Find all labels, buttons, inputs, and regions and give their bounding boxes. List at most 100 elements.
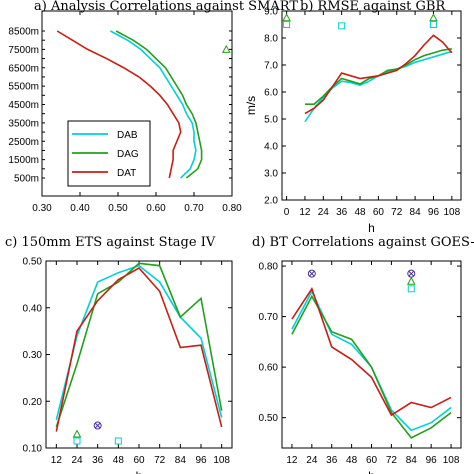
- marker-square: [338, 22, 346, 30]
- panel-a: a) Analysis Correlations against SMART 0.…: [8, 0, 298, 214]
- marker-circle-x: [93, 421, 102, 430]
- y-tick-label: 0.10: [23, 444, 43, 455]
- x-tick-label: 108: [443, 455, 460, 466]
- y-tick-label: 3.0: [264, 169, 278, 180]
- marker-square: [73, 437, 81, 445]
- series-line-dat: [304, 34, 453, 115]
- series-line-dag: [115, 30, 203, 179]
- marker-circle-x-cross-b: [95, 422, 101, 429]
- y-tick-label: 8.0: [264, 34, 278, 45]
- x-tick-label: 0.40: [70, 203, 90, 214]
- y-tick-label: 8500m: [8, 27, 39, 38]
- y-tick-label: 6500m: [8, 63, 39, 74]
- x-tick-label: 96: [195, 455, 207, 466]
- series-line-dat: [55, 266, 223, 432]
- x-axis-label: h: [136, 469, 143, 474]
- marker-circle-x-ring: [93, 421, 102, 430]
- x-tick-label: 72: [391, 207, 403, 218]
- x-tick-label: 48: [346, 455, 358, 466]
- y-tick-label: 9.0: [264, 7, 278, 18]
- y-tick-label: 5.0: [264, 115, 278, 126]
- y-tick-label: 2.0: [264, 196, 278, 207]
- marker-triangle: [72, 429, 82, 438]
- x-tick-label: 24: [71, 455, 83, 466]
- y-tick-label: 5500m: [8, 82, 39, 93]
- series-line-dab: [55, 264, 223, 421]
- x-tick-label: 48: [354, 207, 366, 218]
- y-tick-label: 0.70: [259, 312, 279, 323]
- series-line-dab: [110, 30, 197, 179]
- x-tick-label: 24: [318, 207, 330, 218]
- x-tick-label: 84: [406, 455, 418, 466]
- x-tick-label: 0: [284, 207, 290, 218]
- y-tick-label: 7.0: [264, 61, 278, 72]
- marker-triangle: [429, 13, 438, 22]
- x-tick-label: 72: [386, 455, 398, 466]
- marker-circle-x: [407, 269, 416, 278]
- y-tick-label: 6.0: [264, 88, 278, 99]
- panel-title: c) 150mm ETS against Stage IV: [5, 235, 216, 250]
- x-tick-label: 36: [336, 207, 348, 218]
- x-tick-label: 60: [373, 207, 385, 218]
- x-tick-label: 72: [154, 455, 166, 466]
- x-tick-label: 108: [213, 455, 230, 466]
- plot-frame: [41, 10, 233, 197]
- series-line-dab: [291, 289, 452, 432]
- panel-b: b) RMSE against GBR 0 12 24 36 48 60 72 84 96 108 2…: [244, 0, 462, 235]
- marker-circle-x: [307, 269, 316, 278]
- y-tick-label: 2500m: [8, 137, 39, 148]
- x-axis-label: h: [368, 469, 375, 474]
- marker-circle-x-cross-b: [408, 270, 414, 277]
- marker-triangle: [221, 44, 231, 53]
- legend-label-dat: DAT: [117, 168, 136, 179]
- marker-square: [283, 21, 291, 28]
- y-tick-label: 3500m: [8, 118, 39, 129]
- series-line-dag: [55, 262, 223, 428]
- series-line-dat: [291, 286, 452, 417]
- x-tick-label: 0.80: [222, 203, 242, 214]
- y-tick-label: 0.50: [259, 413, 279, 424]
- y-tick-label: 0.80: [259, 262, 279, 273]
- x-tick-label: 12: [286, 455, 298, 466]
- marker-circle-x-ring: [307, 269, 316, 278]
- x-tick-label: 0.60: [146, 203, 166, 214]
- panel-title: b) RMSE against GBR: [300, 0, 446, 14]
- y-tick-label: 0.20: [23, 397, 43, 408]
- x-tick-label: 60: [366, 455, 378, 466]
- x-tick-label: 108: [443, 207, 460, 218]
- marker-square: [429, 21, 437, 28]
- marker-triangle: [406, 276, 416, 285]
- x-tick-label: 0.30: [32, 203, 52, 214]
- x-tick-label: 36: [326, 455, 338, 466]
- y-tick-label: 4500m: [8, 100, 39, 111]
- marker-triangle: [282, 13, 291, 22]
- x-tick-label: 96: [426, 455, 438, 466]
- x-tick-label: 0.70: [184, 203, 204, 214]
- legend: DAB DAG DAT: [67, 120, 151, 187]
- y-tick-label: 1500m: [8, 155, 39, 166]
- y-axis-label: m/s: [244, 96, 258, 115]
- marker-square: [407, 285, 415, 293]
- x-axis-label: h: [368, 221, 375, 235]
- plot-frame: [281, 10, 462, 201]
- x-tick-label: 12: [51, 455, 63, 466]
- y-tick-label: 0.40: [23, 303, 43, 314]
- x-tick-label: 24: [306, 455, 318, 466]
- y-tick-label: 4.0: [264, 142, 278, 153]
- y-tick-label: 0.60: [259, 363, 279, 374]
- y-tick-label: 7500m: [8, 45, 39, 56]
- panel-d: d) BT Correlations against GOES-13 12 24 36…: [252, 235, 474, 474]
- x-tick-label: 84: [410, 207, 422, 218]
- x-tick-label: 12: [299, 207, 311, 218]
- x-tick-label: 60: [133, 455, 145, 466]
- marker-circle-x-cross-b: [309, 270, 315, 277]
- y-tick-label: 500m: [14, 174, 39, 185]
- panel-c: c) 150mm ETS against Stage IV 12 24 36 48 60 7…: [5, 235, 233, 474]
- panel-title: a) Analysis Correlations against SMART: [34, 0, 298, 14]
- series-line-dab: [304, 50, 453, 123]
- panel-title: d) BT Correlations against GOES-13: [252, 235, 474, 250]
- legend-label-dab: DAB: [117, 130, 138, 141]
- series-line-dag: [291, 294, 452, 439]
- legend-label-dag: DAG: [117, 149, 139, 160]
